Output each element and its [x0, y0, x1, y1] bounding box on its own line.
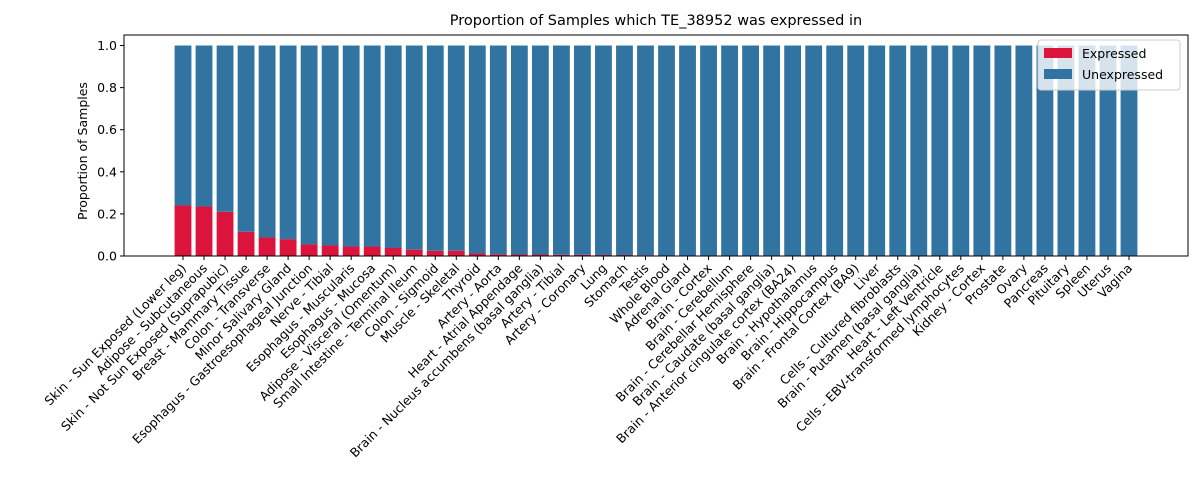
bar-unexpressed — [742, 45, 760, 257]
bar-unexpressed — [763, 45, 781, 257]
legend-box — [1037, 39, 1181, 91]
bar-unexpressed — [300, 45, 318, 245]
legend-label-unexpressed: Unexpressed — [1082, 67, 1163, 82]
bar-unexpressed — [784, 45, 802, 257]
bar-unexpressed — [195, 45, 213, 207]
bar-unexpressed — [658, 45, 675, 257]
bar-unexpressed — [1057, 45, 1075, 257]
bar-expressed — [574, 254, 591, 256]
bar-expressed — [384, 248, 402, 256]
bar-unexpressed — [174, 45, 192, 206]
bar-expressed — [468, 253, 486, 256]
bar-unexpressed — [258, 45, 276, 238]
bar-unexpressed — [384, 45, 402, 249]
bar-unexpressed — [321, 45, 339, 246]
bar-unexpressed — [637, 45, 654, 256]
bar-expressed — [279, 239, 297, 256]
bar-expressed — [195, 206, 213, 256]
chart-title: Proportion of Samples which TE_38952 was… — [450, 13, 862, 29]
bar-unexpressed — [510, 45, 528, 255]
y-tick-label: 0.6 — [97, 122, 117, 137]
bar-unexpressed — [931, 45, 949, 257]
bar-unexpressed — [805, 45, 823, 257]
bar-expressed — [363, 246, 381, 256]
bar-expressed — [216, 211, 234, 256]
y-tick-label: 1.0 — [97, 38, 117, 53]
bar-unexpressed — [489, 45, 507, 255]
y-axis-ticks: 0.0 0.2 0.4 0.6 0.8 1.0 — [97, 38, 124, 264]
bar-unexpressed — [363, 45, 381, 247]
bar-expressed — [489, 254, 507, 256]
bar-unexpressed — [1036, 45, 1054, 257]
bar-expressed — [300, 244, 318, 256]
bar-unexpressed — [952, 45, 970, 257]
bar-unexpressed — [910, 45, 928, 257]
bar-unexpressed — [426, 45, 444, 251]
bar-unexpressed — [1015, 45, 1033, 257]
legend: Expressed Unexpressed — [1037, 39, 1181, 91]
legend-label-expressed: Expressed — [1082, 46, 1146, 61]
bar-unexpressed — [889, 45, 907, 257]
legend-swatch-expressed — [1044, 48, 1072, 58]
bar-unexpressed — [700, 45, 717, 257]
bar-expressed — [342, 246, 360, 256]
plot-frame — [123, 34, 1189, 257]
y-axis-label: Proportion of Samples — [75, 82, 90, 220]
bar-expressed — [595, 254, 612, 256]
y-tick-label: 0.8 — [97, 80, 117, 95]
bar-expressed — [447, 250, 465, 256]
bar-unexpressed — [447, 45, 465, 251]
bar-unexpressed — [994, 45, 1012, 257]
bar-unexpressed — [595, 45, 612, 255]
x-axis-ticks: Skin - Sun Exposed (Lower leg)Adipose - … — [41, 256, 1135, 460]
bar-unexpressed — [721, 45, 738, 257]
y-tick-label: 0.2 — [97, 206, 117, 221]
bars — [174, 45, 1138, 257]
bar-unexpressed — [574, 45, 591, 255]
bar-unexpressed — [1078, 45, 1096, 257]
bar-unexpressed — [531, 45, 549, 255]
bar-expressed — [405, 249, 423, 256]
bar-unexpressed — [1099, 45, 1117, 257]
y-tick-label: 0.4 — [97, 164, 117, 179]
bar-expressed — [426, 250, 444, 256]
bar-unexpressed — [826, 45, 844, 257]
bar-unexpressed — [342, 45, 360, 247]
bar-expressed — [510, 254, 528, 256]
bar-expressed — [321, 245, 339, 256]
legend-swatch-unexpressed — [1044, 69, 1072, 79]
bar-unexpressed — [237, 45, 255, 232]
bar-expressed — [237, 231, 255, 256]
bar-unexpressed — [1120, 45, 1138, 257]
bar-unexpressed — [216, 45, 234, 212]
y-tick-label: 0.0 — [97, 249, 117, 264]
bar-unexpressed — [847, 45, 865, 257]
bar-unexpressed — [679, 45, 696, 257]
bar-unexpressed — [868, 45, 886, 257]
bar-unexpressed — [405, 45, 423, 250]
bar-expressed — [616, 254, 633, 256]
bar-expressed — [531, 254, 549, 256]
bar-expressed — [258, 237, 276, 256]
bar-unexpressed — [973, 45, 991, 257]
bar-expressed — [552, 254, 570, 256]
bar-unexpressed — [616, 45, 633, 255]
bar-unexpressed — [468, 45, 486, 254]
bar-expressed — [174, 205, 192, 256]
bar-unexpressed — [552, 45, 570, 255]
bar-unexpressed — [279, 45, 297, 240]
